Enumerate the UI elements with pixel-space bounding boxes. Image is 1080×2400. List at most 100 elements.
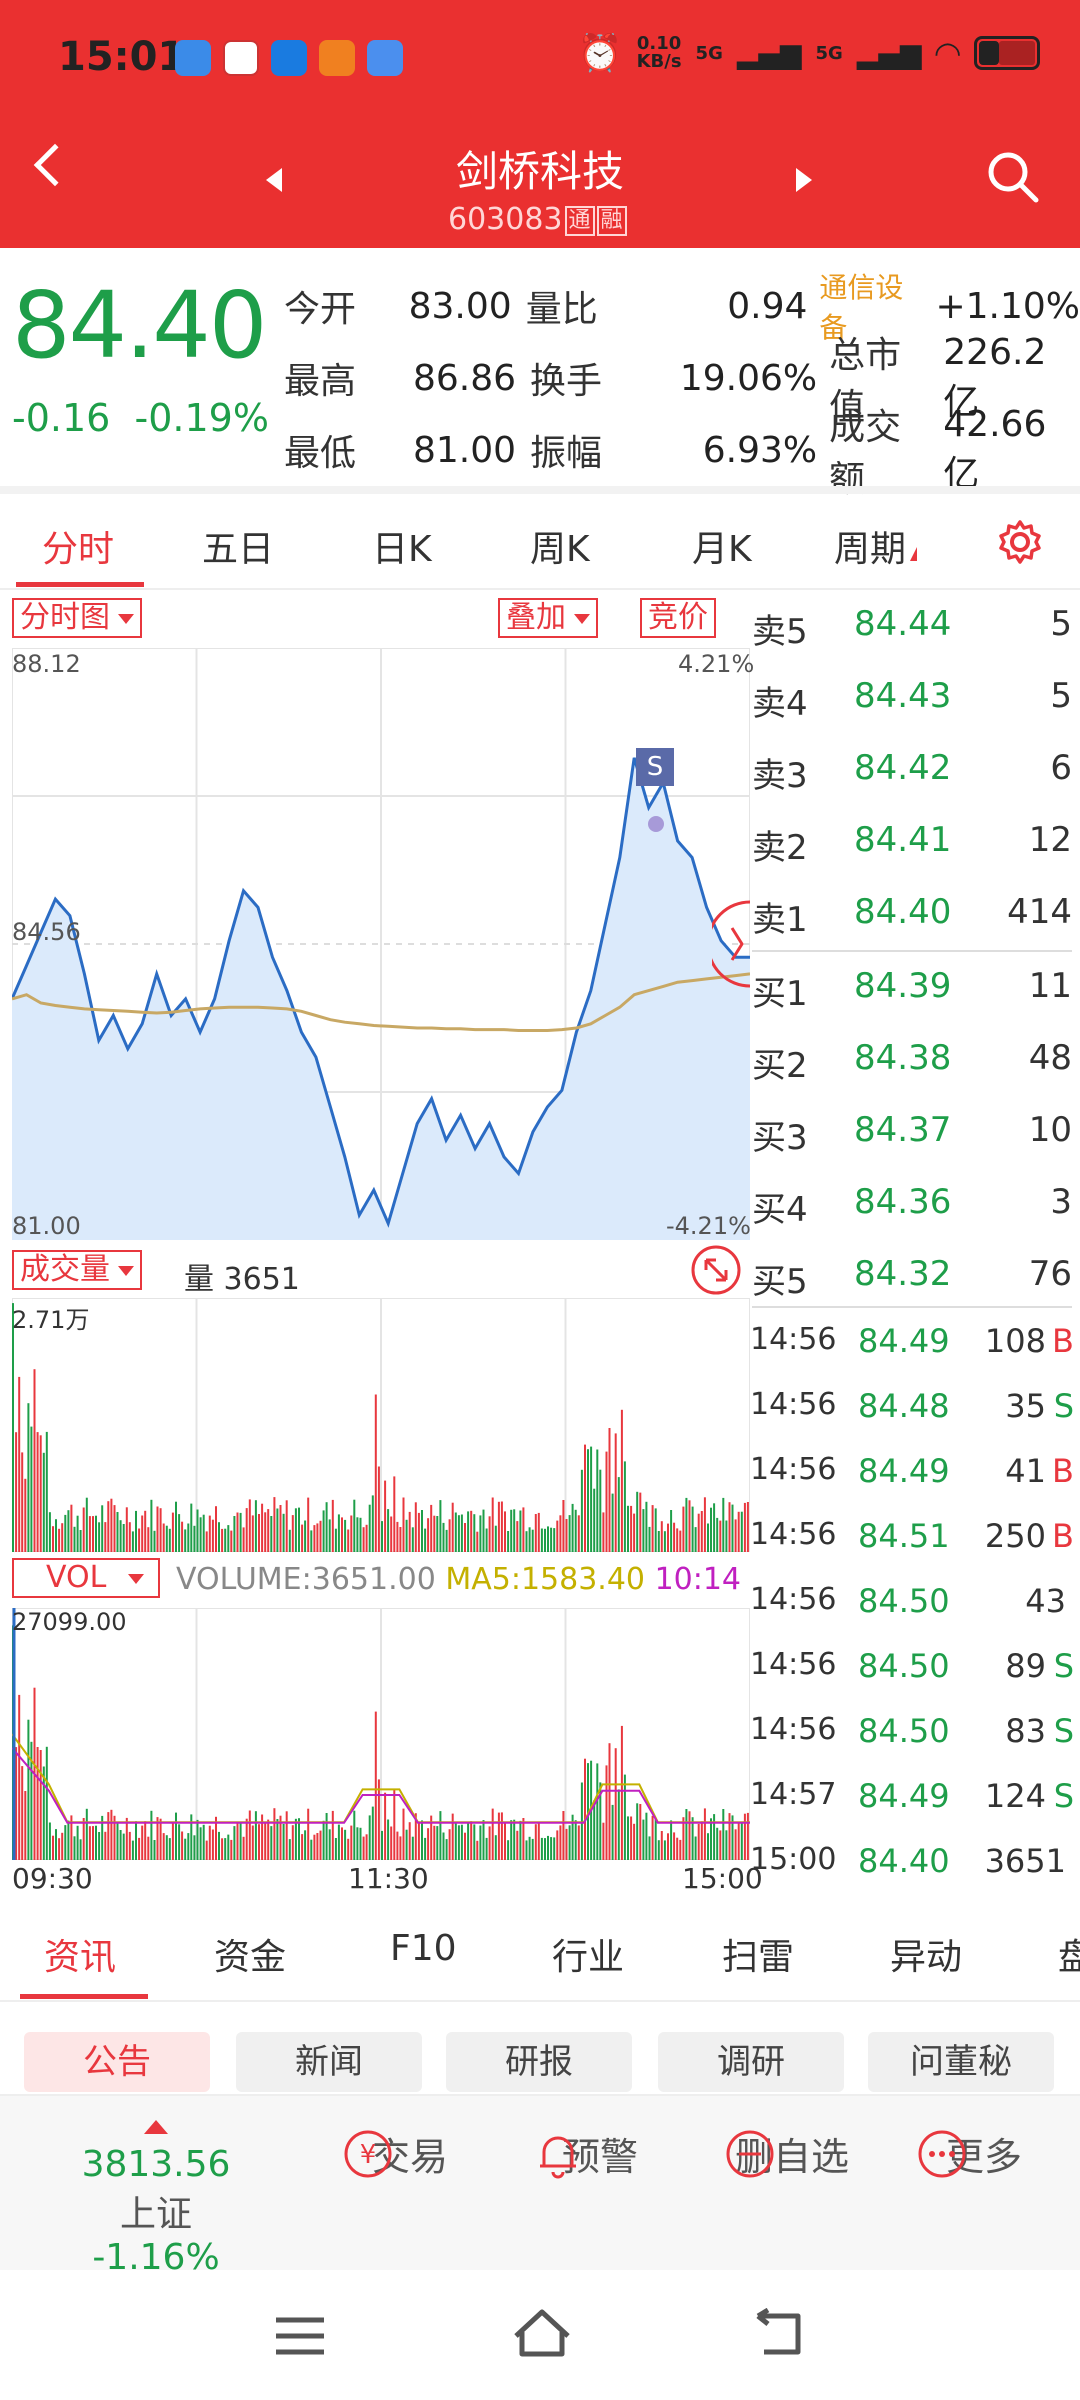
news-tab-industry[interactable]: 行业 [552,1937,625,1978]
tab-intraday[interactable]: 分时 [42,529,115,570]
tick-side: B [1052,1517,1074,1555]
news-tab-f10[interactable]: F10 [390,1928,457,1969]
volume-bar [623,1774,626,1860]
menu-icon[interactable] [272,2314,328,2360]
order-book-row[interactable]: 买2 84.38 48 [752,1024,1072,1096]
volume-bar [519,1820,522,1860]
home-icon[interactable] [510,2306,574,2362]
quote-row: 今开 83.00 量比 0.94 通信设备 +1.10% [284,270,1080,344]
volume-bar [467,1511,470,1552]
remove-watchlist-button[interactable]: 删自选 [722,2126,862,2181]
trade-button[interactable]: ¥ 交易 [340,2126,480,2181]
industry-link[interactable]: 通信设备 [819,271,904,344]
order-book-row[interactable]: 买5 84.32 76 [752,1240,1072,1312]
expand-icon[interactable] [690,1244,742,1296]
volume-bar [722,1497,725,1552]
volume-bar [417,1512,420,1552]
tick-qty: 41 [1005,1452,1046,1490]
order-book-row[interactable]: 买1 84.39 11 [752,952,1072,1024]
order-book-row[interactable]: 买4 84.36 3 [752,1168,1072,1240]
volume-chart [12,1298,750,1552]
order-book-row[interactable]: 卖3 84.42 6 [752,734,1072,806]
volume-bar [700,1821,703,1860]
chip-announcements[interactable]: 公告 [24,2032,210,2092]
alarm-icon: ⏰ [577,33,623,74]
volume-bar [620,1725,623,1860]
volume-bar [485,1528,488,1552]
volume-bar [365,1834,368,1860]
tab-period[interactable]: 周期 [834,520,918,572]
volume-bar [728,1502,731,1552]
volume-bar [633,1513,636,1552]
volume-bar [61,1523,64,1552]
order-book-row[interactable]: 卖2 84.41 12 [752,806,1072,878]
volume-dropdown[interactable]: 成交量 [12,1250,142,1290]
more-button[interactable]: 更多 [914,2126,1054,2181]
chip-research[interactable]: 研报 [446,2032,632,2092]
quote-grid: 今开 83.00 量比 0.94 通信设备 +1.10% 最高 86.86 换手 19.0… [284,270,1080,500]
order-book-row[interactable]: 卖4 84.43 5 [752,662,1072,734]
volume-bar [740,1511,743,1552]
tick-side: B [1052,1322,1074,1360]
volume-bar [33,1369,36,1552]
order-book-row[interactable]: 卖1 84.40 414 [752,878,1072,950]
indicator-dropdown[interactable]: VOL [12,1558,160,1598]
collapse-orderbook-icon[interactable] [712,898,750,990]
volume-bar [722,1809,725,1860]
volume-bar [448,1519,451,1552]
volume-bar [270,1826,273,1860]
volume-bar [291,1515,294,1552]
sell-marker[interactable]: S [636,748,674,786]
volume-bar [707,1523,709,1552]
next-stock-icon[interactable] [796,168,812,192]
alert-button[interactable]: 预警 [530,2126,670,2181]
avg-price-line [12,972,750,1032]
chip-news[interactable]: 新闻 [236,2032,422,2092]
index-widget[interactable]: 3813.56 上证 -1.16% [56,2120,256,2278]
ob-label: 卖1 [752,900,808,940]
chip-ask-secretary[interactable]: 问董秘 [868,2032,1054,2092]
volume-bar [285,1811,288,1860]
news-tab-funds[interactable]: 资金 [214,1937,287,1978]
volume-bar [218,1831,220,1860]
volume-bar [405,1519,408,1552]
tab-monthly-k[interactable]: 月K [692,529,752,570]
chip-survey[interactable]: 调研 [658,2032,844,2092]
volume-bar [110,1809,113,1860]
order-book-row[interactable]: 买3 84.37 10 [752,1096,1072,1168]
volume-bar [76,1825,79,1860]
prev-stock-icon[interactable] [266,168,282,192]
volume-bar [387,1509,390,1552]
price-chart[interactable] [12,648,750,1240]
tab-daily-k[interactable]: 日K [372,529,432,570]
news-tab-info[interactable]: 资讯 [44,1937,117,1978]
back-nav-icon[interactable] [750,2308,810,2360]
volume-bar [230,1839,233,1860]
volume-label: 量 3651 [184,1262,300,1297]
chart-type-dropdown[interactable]: 分时图 [12,598,142,638]
volume-bar [190,1814,193,1860]
volume-bar [719,1830,722,1860]
volume-bar [482,1820,485,1860]
tab-five-day[interactable]: 五日 [202,529,275,570]
volume-bar [196,1819,199,1860]
volume-bar [156,1506,159,1552]
volume-bar [45,1431,48,1552]
overlay-dropdown[interactable]: 叠加 [498,598,598,638]
gear-icon[interactable] [996,518,1044,566]
volume-bar [30,1426,33,1552]
auction-button[interactable]: 竞价 [640,598,716,638]
volume-bar [405,1829,408,1860]
tab-weekly-k[interactable]: 周K [530,529,590,570]
rong-tag: 融 [596,205,627,236]
volume-bar [673,1832,676,1860]
order-book-row[interactable]: 卖5 84.44 5 [752,590,1072,662]
volume-bar [30,1741,33,1860]
news-tab-movement[interactable]: 异动 [890,1937,963,1978]
search-icon[interactable] [984,148,1040,204]
volume-bar [58,1838,61,1860]
volume-bar [52,1526,54,1552]
news-tab-risk[interactable]: 扫雷 [722,1937,795,1978]
volume-bar [175,1812,177,1860]
news-tab-more[interactable]: 盘 [1058,1937,1080,1978]
